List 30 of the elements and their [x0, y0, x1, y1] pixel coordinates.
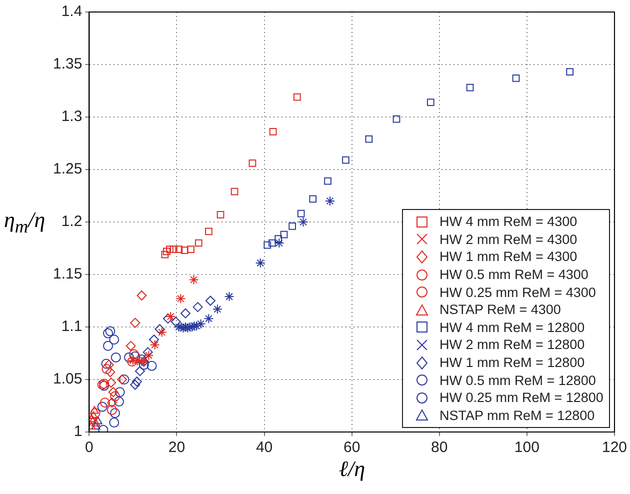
- legend-label: HW 0.25 mm ReM = 4300: [439, 284, 596, 300]
- legend-label: NSTAP mm ReM = 12800: [439, 408, 595, 423]
- legend-label: HW 0.5 mm ReM = 12800: [439, 372, 596, 388]
- x-axis-title: ℓ/η: [338, 456, 366, 482]
- legend-label: HW 1 mm ReM = 12800: [439, 355, 585, 370]
- legend-label: HW 1 mm ReM = 4300: [439, 249, 578, 264]
- x-tick-label: 80: [431, 439, 448, 456]
- x-tick-label: 40: [256, 439, 273, 456]
- legend-label: NSTAP ReM = 4300: [439, 302, 561, 318]
- legend-label: HW 2 mm ReM = 4300: [439, 232, 578, 247]
- legend-label: HW 4 mm ReM = 4300: [439, 214, 578, 230]
- x-tick-label: 120: [602, 439, 627, 456]
- y-tick-label: 1.4: [61, 3, 82, 20]
- y-tick-label: 1.15: [52, 266, 82, 283]
- legend-label: HW 4 mm ReM = 12800: [439, 320, 585, 335]
- y-tick-label: 1.35: [52, 56, 82, 73]
- x-tick-label: 0: [85, 439, 94, 456]
- legend-label: HW 0.25 mm ReM = 12800: [439, 390, 604, 406]
- x-tick-label: 100: [514, 439, 540, 456]
- y-tick-label: 1.25: [52, 160, 82, 178]
- y-tick-label: 1.05: [52, 370, 82, 388]
- y-tick-label: 1.1: [61, 318, 82, 336]
- legend-label: HW 0.5 mm ReM = 4300: [439, 267, 588, 282]
- y-tick-label: 1: [74, 423, 82, 440]
- y-axis-title: η$_{m}$/η: [4, 207, 46, 238]
- legend-label: HW 2 mm ReM = 12800: [439, 337, 585, 352]
- y-tick-label: 1.3: [61, 108, 82, 126]
- y-tick-label: 1.2: [61, 213, 82, 230]
- x-tick-label: 60: [343, 439, 360, 456]
- x-tick-label: 20: [168, 439, 186, 456]
